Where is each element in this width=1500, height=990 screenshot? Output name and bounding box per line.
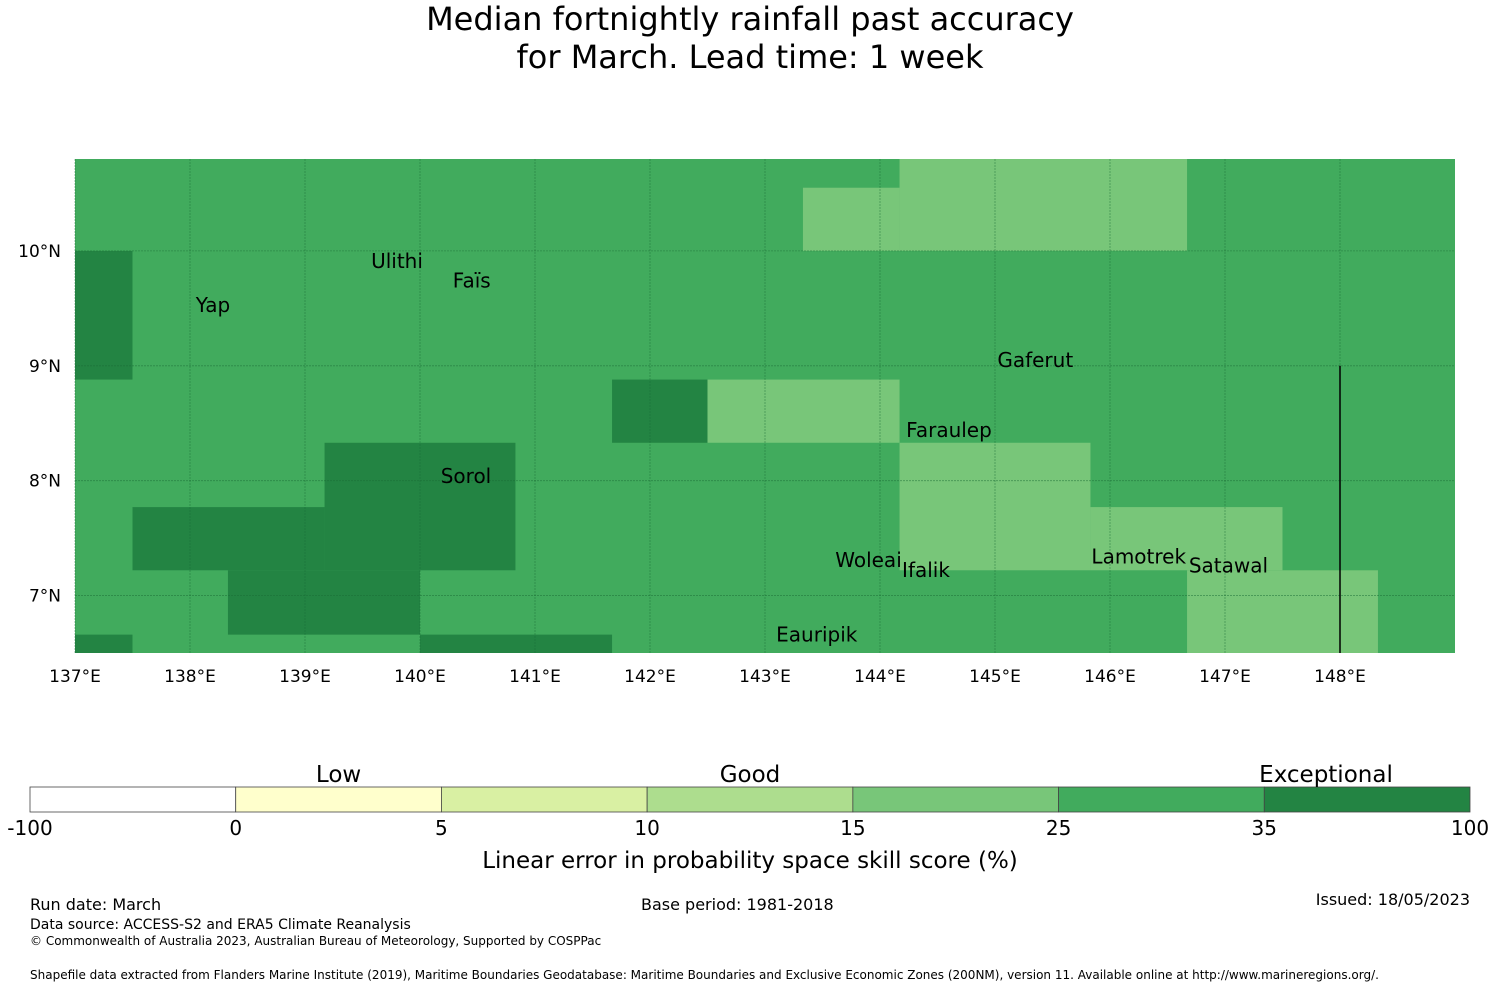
data-source: Data source: ACCESS-S2 and ERA5 Climate … [30,917,411,933]
place-label: Faraulep [906,418,992,442]
place-label: Eauripik [776,623,858,647]
colorbar-segment [646,786,854,813]
map-axis-ticks: 137°E 138°E 139°E 140°E 141°E 142°E 143°E 144°E… [18,242,1366,687]
map-gridlines [74,159,1455,653]
colorbar-legend: -100 0 5 10 15 25 35 100 Low Good Exceptional Linea… [7,762,1489,874]
lat-tick-label: 10°N [18,242,61,262]
map-cell-10 [899,442,1091,571]
lon-tick-label: 139°E [279,667,331,687]
lat-tick-label: 9°N [29,357,61,377]
map-cell-6 [612,379,708,443]
base-period: Base period: 1981-2018 [641,895,834,914]
place-label: Ifalik [902,558,950,582]
colorbar-segment [1058,786,1265,813]
place-label: Yap [195,293,230,317]
lon-tick-label: 140°E [394,667,446,687]
map-cell-12 [1187,570,1378,653]
place-label: Ulithi [371,249,423,273]
colorbar-tick-label: 0 [229,816,242,840]
colorbar-segment [235,786,442,813]
colorbar-tick-label: 35 [1252,816,1277,840]
map-cell-11 [1090,507,1283,571]
lat-tick-label: 7°N [29,587,61,607]
colorbar-segment [852,786,1059,813]
issued-date: Issued: 18/05/2023 [1315,890,1470,909]
place-label: Satawal [1189,554,1268,578]
place-label: Sorol [441,464,492,488]
copyright: © Commonwealth of Australia 2023, Austra… [30,934,602,948]
map-cell-8 [802,187,900,251]
colorbar-tick-label: -100 [7,816,52,840]
map-cell-5 [420,634,613,653]
lon-tick-label: 141°E [509,667,561,687]
colorbar-segment [1263,786,1471,813]
lon-tick-label: 146°E [1084,667,1136,687]
lon-tick-label: 143°E [739,667,791,687]
lon-tick-label: 145°E [969,667,1021,687]
place-label: Gaferut [997,348,1073,372]
lon-tick-label: 148°E [1314,667,1366,687]
colorbar-group-label: Low [316,762,361,788]
colorbar-group-label: Exceptional [1259,762,1393,788]
colorbar-tick-label: 10 [634,816,659,840]
colorbar-segment [29,786,237,813]
map-cell-0 [75,250,133,380]
shapefile-credit: Shapefile data extracted from Flanders M… [30,968,1379,982]
place-label: Lamotrek [1091,544,1186,568]
map-cell-2 [132,507,325,571]
colorbar-tick-label: 25 [1046,816,1071,840]
map-cell-9 [899,159,1188,251]
map-cell-3 [227,570,420,635]
lon-tick-label: 137°E [49,667,101,687]
chart-title: Median fortnightly rainfall past accurac… [0,0,1500,76]
map-cell-7 [707,379,900,443]
colorbar-tick-label: 5 [435,816,448,840]
colorbar-axis-label: Linear error in probability space skill … [482,848,1018,874]
lon-tick-label: 138°E [164,667,216,687]
colorbar-tick-label: 15 [840,816,865,840]
run-date: Run date: March [30,895,162,914]
place-label: Woleai [835,548,902,572]
lat-tick-label: 8°N [29,472,61,492]
lon-tick-label: 147°E [1199,667,1251,687]
place-labels: Ulithi Faïs Yap Gaferut Faraulep Sorol Woleai I… [195,249,1268,646]
place-label: Faïs [453,269,491,293]
colorbar-group-label: Good [720,762,781,788]
map-cell-4 [324,442,516,571]
map-cell-1 [75,634,133,653]
title-line-2: for March. Lead time: 1 week [516,38,984,76]
lon-tick-label: 142°E [624,667,676,687]
colorbar-tick-label: 100 [1451,816,1489,840]
lon-tick-label: 144°E [854,667,906,687]
title-line-1: Median fortnightly rainfall past accurac… [426,0,1074,38]
colorbar-segment [441,786,648,813]
